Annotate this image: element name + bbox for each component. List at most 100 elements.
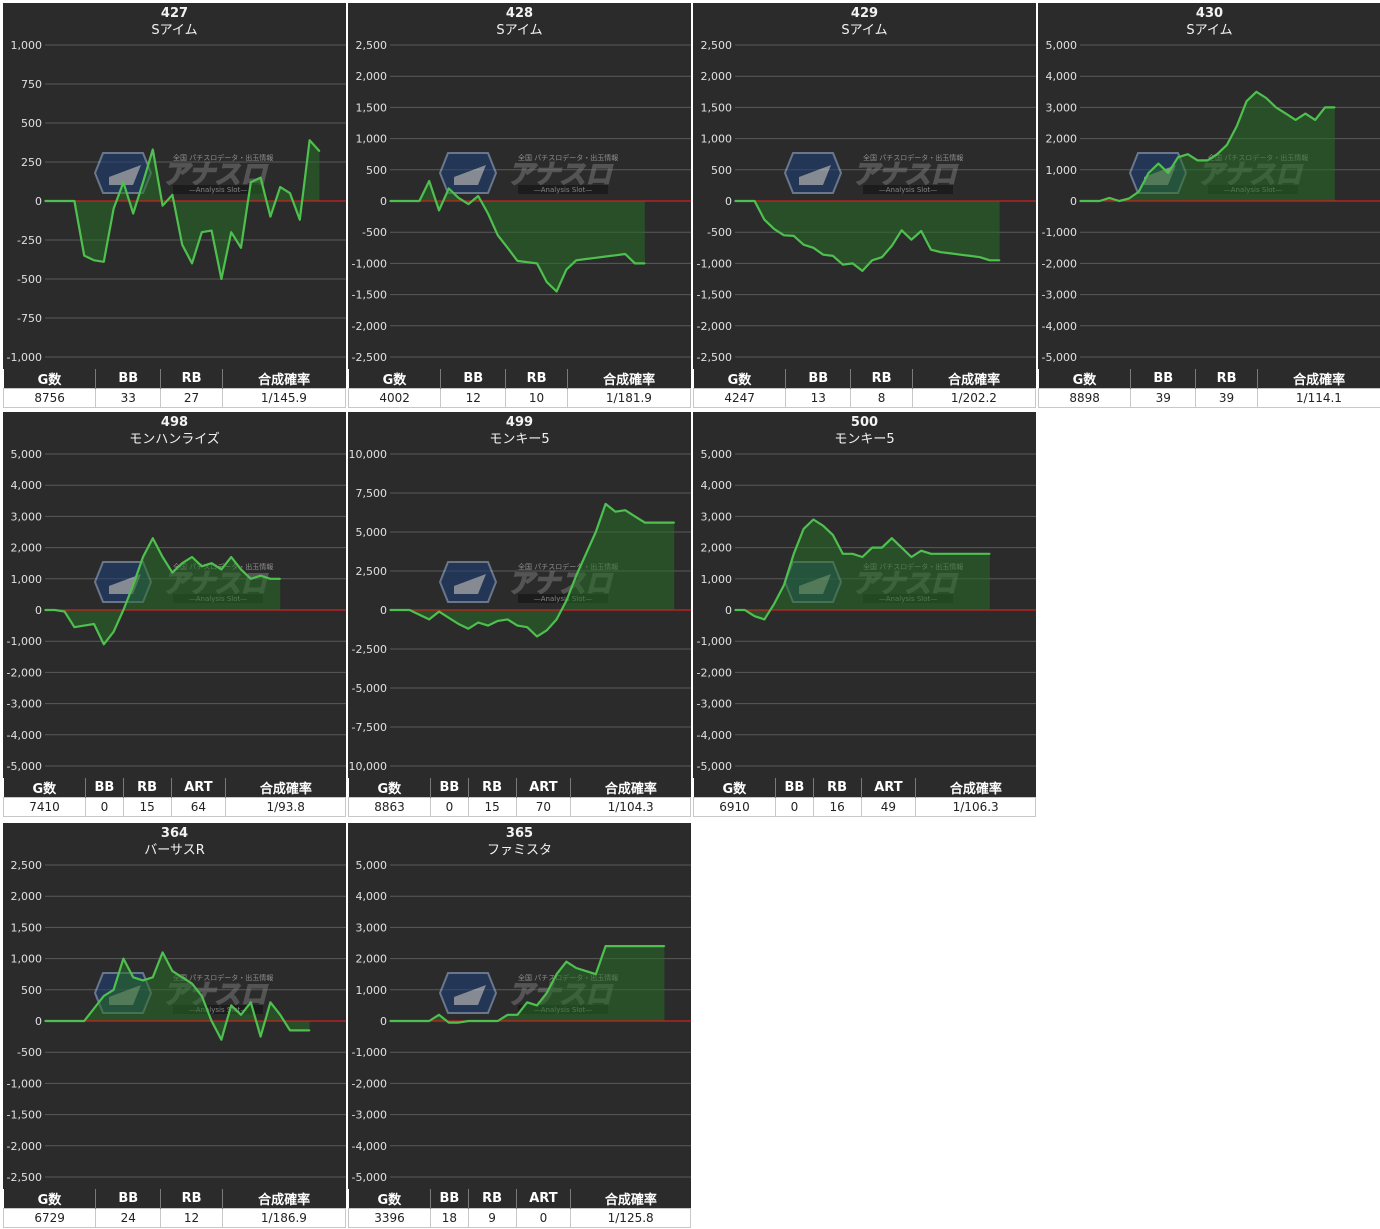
stats-header: 合成確率 <box>225 778 346 798</box>
data-point <box>734 609 736 611</box>
data-point <box>940 553 942 555</box>
data-point <box>753 200 756 202</box>
data-point <box>73 200 76 202</box>
slump-graph: 2,500 2,000 1,500 1,000 500 0 -500 -1,000 -1,500… <box>697 39 1036 364</box>
y-tick-label: 0 <box>725 604 732 617</box>
y-tick-label: -750 <box>17 312 42 325</box>
chart-area: 2,500 2,000 1,500 1,000 500 0 -500 -1,000 -1,500… <box>3 823 346 1189</box>
data-point <box>753 615 756 617</box>
data-point <box>812 247 815 249</box>
data-point <box>822 253 824 256</box>
data-point <box>428 618 430 621</box>
data-point <box>644 262 646 265</box>
y-tick-label: 0 <box>35 195 42 208</box>
y-tick-label: 10,000 <box>349 448 388 461</box>
stats-header: 合成確率 <box>221 1189 346 1209</box>
data-point <box>103 643 105 646</box>
stats-value: 64 <box>170 797 227 817</box>
data-point <box>920 549 922 552</box>
stats-header: 合成確率 <box>911 369 1036 389</box>
data-point <box>220 278 223 280</box>
y-tick-label: 3,000 <box>11 510 43 523</box>
data-point <box>63 1020 66 1022</box>
data-point <box>191 556 193 558</box>
data-point <box>871 546 873 549</box>
data-point <box>526 1001 528 1004</box>
data-point <box>673 521 675 524</box>
chart-area: 5,000 4,000 3,000 2,000 1,000 0 -1,000 -2,000 -3… <box>3 412 346 778</box>
data-point <box>1098 200 1101 202</box>
data-point <box>201 231 203 233</box>
machine-number: 498 <box>160 415 189 430</box>
watermark-caption: 全国 パチスロデータ・出玉情報 <box>173 973 273 982</box>
data-point <box>438 610 440 613</box>
stats-header: BB <box>440 369 506 389</box>
data-point <box>399 609 401 611</box>
series-area <box>45 952 310 1040</box>
data-point <box>103 261 105 263</box>
data-point <box>585 553 587 555</box>
data-point <box>191 262 193 265</box>
machine-number: 428 <box>505 6 534 21</box>
data-point <box>448 187 450 190</box>
data-point <box>73 626 76 628</box>
series-area <box>45 140 320 279</box>
data-point <box>220 1038 223 1041</box>
data-point <box>979 256 981 258</box>
y-tick-label: -1,500 <box>697 289 732 302</box>
machine-panel[interactable]: 5,000 4,000 3,000 2,000 1,000 0 -1,000 -2,000 -3… <box>347 823 691 1228</box>
data-point <box>1334 106 1336 109</box>
data-point <box>624 253 626 255</box>
data-point <box>389 200 391 202</box>
data-point <box>565 599 568 602</box>
stats-header: BB <box>85 778 124 798</box>
stats-value: 39 <box>1130 388 1197 408</box>
machine-panel[interactable]: 1,000 750 500 250 0 -250 -500 -750 -1,000 アナスロ 全国 … <box>2 3 347 408</box>
data-point <box>536 262 538 265</box>
stats-value: 1/202.2 <box>911 388 1037 408</box>
data-point <box>399 200 401 202</box>
data-point <box>152 148 154 151</box>
y-tick-label: 0 <box>380 195 387 208</box>
y-tick-label: 1,000 <box>356 133 388 146</box>
data-point <box>230 1004 232 1007</box>
machine-panel[interactable]: 5,000 4,000 3,000 2,000 1,000 0 -1,000 -2,000 -3… <box>1037 3 1380 408</box>
machine-panel[interactable]: 10,000 7,500 5,000 2,500 0 -2,500 -5,000 -7,500… <box>347 412 691 817</box>
stats-table: G数 BB RB ART 合成確率 6910 0 16 49 1/106.3 <box>692 778 1036 817</box>
machine-panel[interactable]: 5,000 4,000 3,000 2,000 1,000 0 -1,000 -2,000 -3… <box>2 412 346 817</box>
machine-panel[interactable]: 2,500 2,000 1,500 1,000 500 0 -500 -1,000 -1,500… <box>692 3 1037 408</box>
data-point <box>989 259 991 262</box>
data-point <box>1089 200 1091 202</box>
y-tick-label: -3,000 <box>352 1109 387 1122</box>
data-point <box>259 176 262 179</box>
stats-header: ART <box>170 778 226 798</box>
data-point <box>210 1020 213 1022</box>
y-tick-label: -4,000 <box>352 1140 387 1153</box>
stats-value: 10 <box>505 388 568 408</box>
slump-graph: 5,000 4,000 3,000 2,000 1,000 0 -1,000 -2,000 -3… <box>697 448 1036 773</box>
y-tick-label: 2,000 <box>356 953 388 966</box>
y-tick-label: 0 <box>35 604 42 617</box>
y-tick-label: 1,000 <box>701 573 733 586</box>
machine-panel[interactable]: 5,000 4,000 3,000 2,000 1,000 0 -1,000 -2,000 -3… <box>692 412 1036 817</box>
data-point <box>536 1004 538 1007</box>
data-point <box>565 960 568 963</box>
machine-panel[interactable]: 2,500 2,000 1,500 1,000 500 0 -500 -1,000 -1,500… <box>2 823 347 1228</box>
data-point <box>644 945 646 947</box>
data-point <box>438 1014 440 1016</box>
stats-value: 49 <box>860 797 917 817</box>
data-point <box>418 613 421 616</box>
y-tick-label: 5,000 <box>356 859 388 872</box>
data-point <box>1108 197 1111 199</box>
data-point <box>467 627 470 630</box>
watermark-tagline: —Analysis Slot— <box>534 595 592 603</box>
machine-panel[interactable]: 2,500 2,000 1,500 1,000 500 0 -500 -1,000 -1,500… <box>347 3 692 408</box>
data-point <box>793 235 795 237</box>
y-tick-label: 2,000 <box>11 890 43 903</box>
series-line <box>45 951 310 1041</box>
data-point <box>259 1035 262 1038</box>
series-area <box>390 181 645 292</box>
data-point <box>112 631 115 633</box>
data-point <box>477 621 479 624</box>
stats-value: 4247 <box>692 388 787 408</box>
